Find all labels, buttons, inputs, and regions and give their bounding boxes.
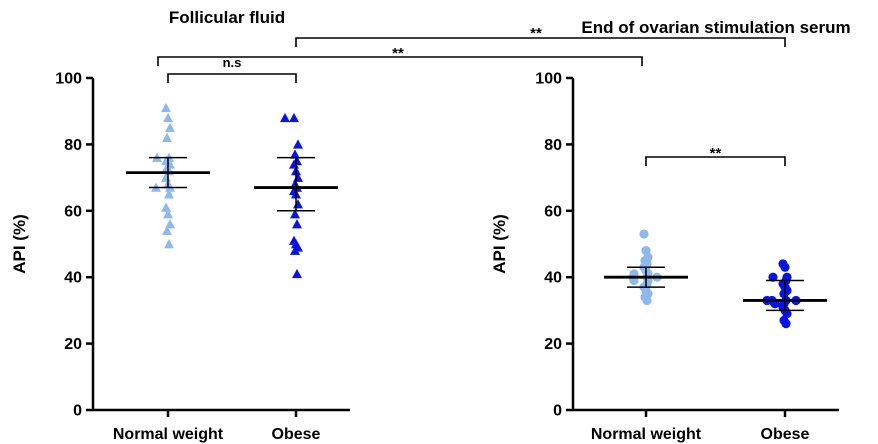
y-tick-label: 40 — [544, 270, 562, 287]
data-point — [289, 112, 299, 123]
y-ticks: 0 20 40 60 80 100 — [55, 71, 93, 420]
y-tick-label: 40 — [64, 270, 82, 287]
data-point — [165, 219, 175, 229]
data-point — [781, 319, 791, 329]
chart-title: Follicular fluid — [169, 8, 285, 27]
x-category-label: Obese — [761, 426, 810, 443]
comparison-bracket: n.s — [167, 55, 297, 83]
data-point — [292, 268, 302, 279]
significance-label: ** — [710, 145, 722, 162]
x-categories: Normal weight Obese — [113, 410, 321, 443]
data-point — [162, 132, 172, 143]
significance-label: ** — [530, 25, 542, 42]
bracket-line — [295, 37, 786, 47]
data-point — [290, 209, 300, 219]
x-category-label: Normal weight — [591, 426, 702, 443]
data-point — [161, 102, 171, 113]
y-axis-label: API (%) — [10, 214, 29, 274]
data-point — [164, 239, 174, 249]
bracket-line — [157, 56, 643, 66]
y-tick-label: 20 — [544, 336, 562, 353]
chart-title: End of ovarian stimulation serum — [581, 18, 850, 37]
data-point — [163, 112, 173, 123]
data-point — [290, 245, 300, 255]
data-point — [768, 272, 778, 282]
x-categories: Normal weight Obese — [591, 410, 810, 443]
panel-ovarian-stimulation-serum: End of ovarian stimulation serum 0 20 40 60… — [490, 18, 851, 443]
median-iqr-bars — [126, 156, 338, 212]
data-point — [164, 189, 174, 199]
data-point — [642, 295, 652, 306]
data-point — [292, 219, 302, 229]
median-iqr-bars — [604, 266, 827, 312]
x-category-label: Normal weight — [113, 426, 224, 443]
bracket-line — [167, 73, 297, 83]
data-point — [639, 229, 649, 239]
y-tick-label: 80 — [64, 137, 82, 154]
significance-label: n.s — [223, 55, 242, 70]
data-point — [293, 139, 303, 149]
data-points — [628, 229, 801, 329]
y-tick-label: 20 — [64, 336, 82, 353]
data-point — [165, 122, 175, 133]
data-point — [280, 112, 290, 123]
significance-label: ** — [392, 45, 404, 62]
bracket-line — [645, 156, 786, 166]
data-point — [161, 202, 171, 212]
y-tick-label: 100 — [55, 71, 82, 88]
y-tick-label: 0 — [73, 403, 82, 420]
data-point — [163, 209, 173, 219]
cross-panel-comparisons: ** ** — [157, 25, 786, 66]
y-axis-label: API (%) — [490, 214, 509, 274]
y-tick-label: 0 — [553, 403, 562, 420]
y-tick-label: 60 — [544, 203, 562, 220]
panel-follicular-fluid: Follicular fluid 0 20 40 60 80 100 API (%) No… — [10, 8, 350, 443]
data-point — [780, 262, 790, 272]
data-point — [293, 199, 303, 209]
x-category-label: Obese — [272, 426, 321, 443]
y-tick-label: 100 — [535, 71, 562, 88]
y-tick-label: 60 — [64, 203, 82, 220]
comparison-bracket: ** — [645, 145, 786, 166]
y-ticks: 0 20 40 60 80 100 — [535, 71, 573, 420]
data-point — [290, 149, 300, 159]
y-tick-label: 80 — [544, 137, 562, 154]
data-point — [162, 225, 172, 235]
data-points — [151, 102, 303, 279]
